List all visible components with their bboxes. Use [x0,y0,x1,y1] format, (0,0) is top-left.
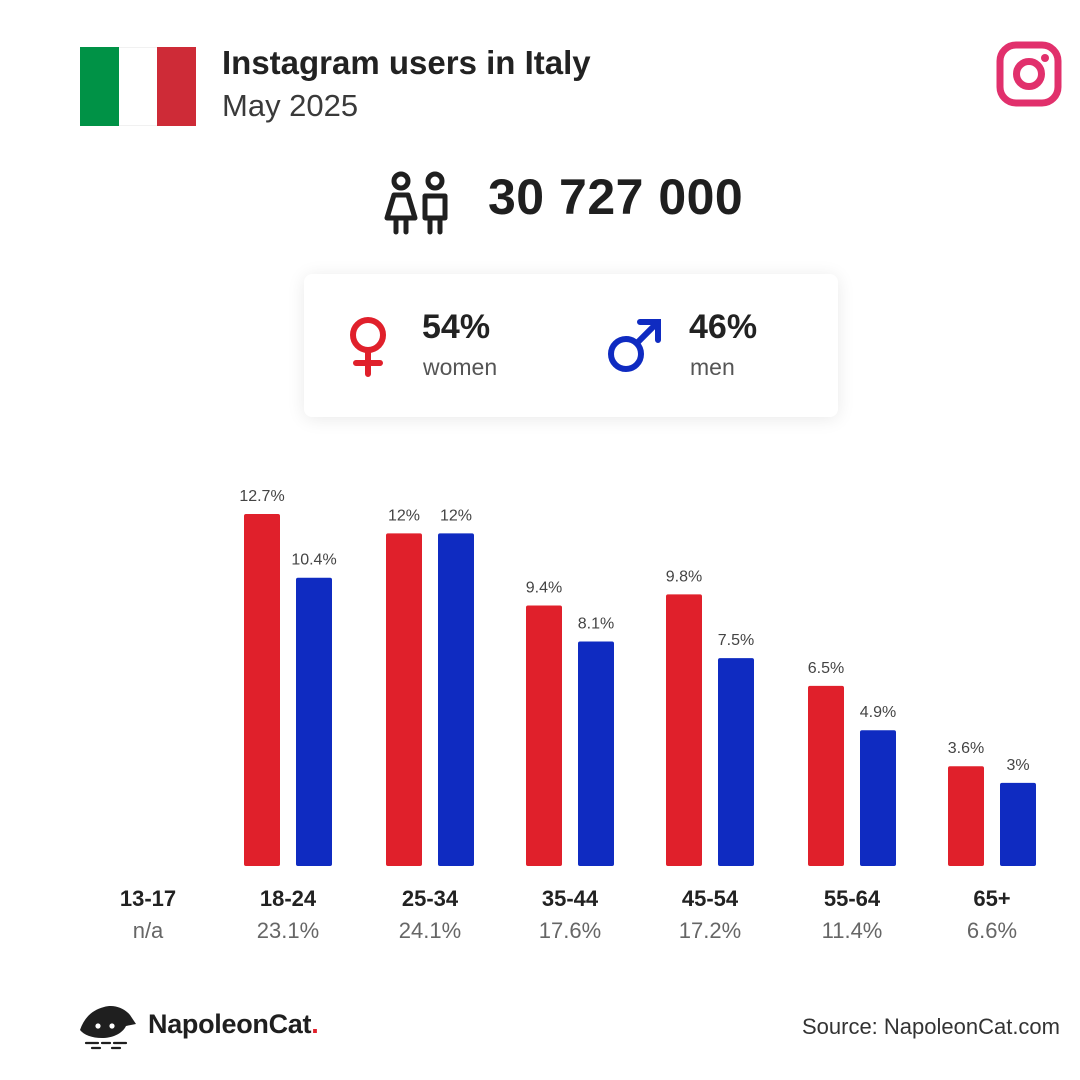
bar-35-44-men [578,641,614,866]
women-label: women [423,354,498,380]
bar-value-label: 3.6% [948,740,984,757]
bar-value-label: 10.4% [291,552,336,569]
age-gender-bar-chart: 13-17 n/a 12.7% 10.4% 18-24 23.1% 12% 12% 25-34 2… [120,488,1036,943]
male-icon [608,319,661,372]
bar-value-label: 12% [440,507,472,524]
brand-name: NapoleonCat. [148,1009,319,1039]
bar-value-label: 3% [1006,757,1029,774]
bar-25-34-men [438,533,474,866]
bar-45-54-men [718,658,754,866]
bar-value-label: 4.9% [860,704,896,721]
age-category-label: 45-54 [682,886,739,911]
bar-45-54-women [666,594,702,866]
bar-18-24-women [244,514,280,866]
age-category-label: 35-44 [542,886,599,911]
age-category-total: 11.4% [822,918,883,943]
age-category-label: 55-64 [824,886,881,911]
total-users: 30 727 000 [488,169,744,225]
bar-value-label: 6.5% [808,660,844,677]
bar-35-44-women [526,605,562,866]
bar-18-24-men [296,577,332,866]
gender-card: 54% women 46% men [304,274,838,417]
age-category-label: 18-24 [260,886,317,911]
bar-55-64-men [860,730,896,866]
age-category-total: 17.6% [539,918,601,943]
women-percentage: 54% [422,308,491,346]
bar-value-label: 7.5% [718,632,754,649]
page-title: Instagram users in Italy [222,44,591,81]
men-percentage: 46% [689,308,758,346]
age-category-label: 13-17 [120,886,176,911]
napoleoncat-logo-icon [80,1005,136,1050]
bar-value-label: 9.8% [666,568,702,585]
age-category-label: 25-34 [402,886,459,911]
instagram-icon [996,41,1062,107]
source-text: Source: NapoleonCat.com [801,1014,1060,1039]
bar-65+-men [1000,782,1036,866]
age-category-total: 6.6% [967,918,1017,943]
bar-value-label: 8.1% [578,615,614,632]
age-category-total: n/a [133,918,164,943]
bar-value-label: 9.4% [526,579,562,596]
bar-65+-women [948,766,984,866]
age-category-total: 17.2% [679,918,741,943]
men-label: men [690,354,735,380]
bar-value-label: 12.7% [239,488,284,505]
age-category-label: 65+ [973,886,1010,911]
bar-25-34-women [386,533,422,866]
users-icon [384,171,448,235]
age-category-total: 24.1% [399,918,461,943]
italy-flag-icon [80,47,197,126]
age-category-total: 23.1% [257,918,319,943]
female-icon [350,317,386,377]
bar-55-64-women [808,685,844,866]
bar-value-label: 12% [388,507,420,524]
page-subtitle: May 2025 [222,88,359,123]
